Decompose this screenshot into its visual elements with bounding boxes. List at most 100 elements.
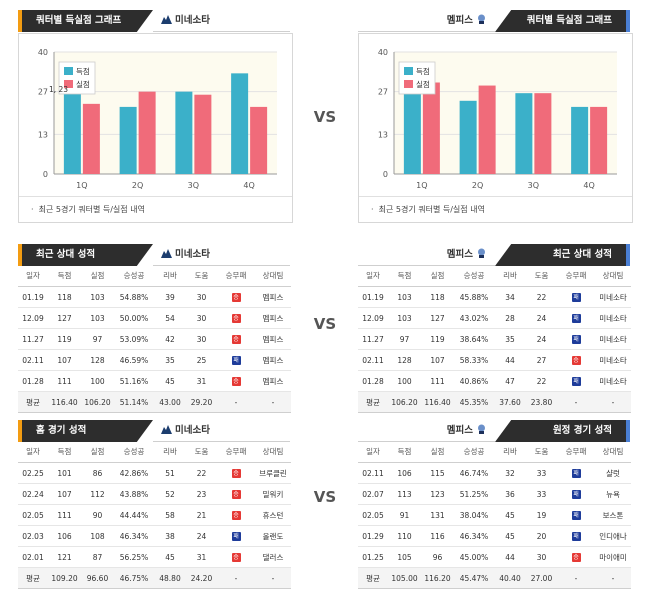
- legend-label: 실점: [76, 79, 90, 89]
- table-cell: 마이애미: [595, 546, 631, 568]
- vs-label: VS: [313, 315, 337, 333]
- table-cell: 평균: [358, 391, 388, 413]
- table-cell: 32: [494, 462, 526, 484]
- table-cell: 평균: [18, 391, 48, 413]
- table-cell: 미네소타: [595, 286, 631, 308]
- table-cell: 미네소타: [595, 349, 631, 371]
- legend-label: 득점: [76, 66, 90, 76]
- bar-scored-1Q: [403, 91, 421, 174]
- section-title: 쿼터별 득실점 그래프: [18, 10, 153, 32]
- right-recent-table: 일자 득점 실점 승성공 리바 도움 승무패 상대팀 01.19 103 118 45.88% 34 22…: [358, 265, 631, 413]
- left-quarter-chart-panel: 0 13 27 40 1Q 2Q 3Q 4Q 득점 실점 1, 23 · 최근 5경기 쿼터별 득/…: [18, 33, 293, 223]
- result-badge-lose: 패: [231, 355, 241, 365]
- column-header: 득점: [388, 441, 421, 463]
- table-cell: 38: [154, 525, 186, 547]
- table-cell: 131: [421, 504, 454, 526]
- table-cell: 02.11: [18, 349, 48, 371]
- table-cell: 46.34%: [114, 525, 154, 547]
- table-cell: 119: [421, 328, 454, 350]
- column-header: 상대팀: [255, 441, 291, 463]
- bar-scored-2Q: [119, 106, 137, 174]
- section-title: 최근 상대 성적: [495, 244, 630, 266]
- team-label-minnesota: 미네소타: [158, 10, 210, 32]
- table-cell: 106: [48, 525, 81, 547]
- result-badge-win: 승: [231, 552, 241, 562]
- table-cell: 01.25: [358, 546, 388, 568]
- table-cell: 106.20: [81, 391, 114, 413]
- table-cell: 116.40: [48, 391, 81, 413]
- bar-conceded-2Q: [138, 91, 156, 174]
- result-badge-lose: 패: [231, 531, 241, 541]
- table-row: 02.05 111 90 44.44% 58 21 승 휴스턴: [18, 504, 291, 526]
- table-cell: 107: [48, 349, 81, 371]
- x-tick-label: 2Q: [472, 181, 483, 190]
- table-cell: 127: [48, 307, 81, 329]
- table-cell: -: [557, 391, 595, 413]
- x-tick-label: 4Q: [583, 181, 594, 190]
- column-header: 승무패: [217, 265, 255, 287]
- result-cell: 승: [217, 546, 255, 568]
- team-label-memphis: 멤피스: [447, 10, 490, 32]
- table-cell: 97: [388, 328, 421, 350]
- table-cell: 30: [186, 307, 217, 329]
- y-tick-label: 0: [383, 170, 388, 179]
- table-cell: 멤피스: [255, 328, 291, 350]
- right-quarter-header: 멤피스 쿼터별 득실점 그래프: [358, 10, 630, 32]
- column-header: 도움: [186, 265, 217, 287]
- result-badge-lose: 패: [571, 468, 581, 478]
- table-cell: 24.20: [186, 567, 217, 589]
- y-tick-label: 13: [38, 130, 48, 139]
- table-cell: 45.00%: [454, 546, 494, 568]
- table-cell: 56.25%: [114, 546, 154, 568]
- bar-conceded-3Q: [194, 94, 212, 174]
- result-cell: 승: [217, 307, 255, 329]
- legend-swatch: [64, 67, 73, 75]
- table-cell: 01.19: [358, 286, 388, 308]
- table-cell: -: [557, 567, 595, 589]
- table-cell: 미네소타: [595, 307, 631, 329]
- bar-scored-4Q: [571, 106, 589, 174]
- table-cell: 103: [81, 286, 114, 308]
- bar-conceded-4Q: [250, 106, 268, 174]
- table-cell: 31: [186, 546, 217, 568]
- table-cell: 100: [81, 370, 114, 392]
- table-cell: 45: [494, 525, 526, 547]
- table-row: 11.27 119 97 53.09% 42 30 승 멤피스: [18, 328, 291, 350]
- bar-conceded-2Q: [478, 85, 496, 174]
- table-cell: 52: [154, 483, 186, 505]
- table-cell: 22: [526, 286, 557, 308]
- table-cell: 115: [421, 462, 454, 484]
- table-cell: 96: [421, 546, 454, 568]
- column-header: 리바: [494, 441, 526, 463]
- table-cell: 36: [494, 483, 526, 505]
- table-cell: 37.60: [494, 391, 526, 413]
- result-badge-lose: 패: [571, 531, 581, 541]
- table-row: 01.28 111 100 51.16% 45 31 승 멤피스: [18, 370, 291, 392]
- column-header: 도움: [186, 441, 217, 463]
- table-row: 02.03 106 108 46.34% 38 24 패 올랜도: [18, 525, 291, 547]
- table-row: 02.11 107 128 46.59% 35 25 패 멤피스: [18, 349, 291, 371]
- table-cell: 45: [494, 504, 526, 526]
- table-row: 02.05 91 131 38.04% 45 19 패 보스톤: [358, 504, 631, 526]
- section-title: 쿼터별 득실점 그래프: [495, 10, 630, 32]
- table-cell: 02.03: [18, 525, 48, 547]
- table-cell: 02.07: [358, 483, 388, 505]
- table-cell: 106.20: [388, 391, 421, 413]
- table-cell: 28: [494, 307, 526, 329]
- table-cell: 25: [186, 349, 217, 371]
- table-cell: 47: [494, 370, 526, 392]
- table-cell: 97: [81, 328, 114, 350]
- result-badge-win: 승: [231, 313, 241, 323]
- vs-label: VS: [313, 108, 337, 126]
- column-header: 득점: [388, 265, 421, 287]
- table-cell: 111: [48, 370, 81, 392]
- bar-conceded-4Q: [590, 106, 608, 174]
- team-logo-icon: [161, 15, 172, 24]
- table-cell: 101: [48, 462, 81, 484]
- table-cell: 멤피스: [255, 286, 291, 308]
- table-cell: 50.00%: [114, 307, 154, 329]
- table-cell: 112: [81, 483, 114, 505]
- table-cell: 19: [526, 504, 557, 526]
- result-badge-lose: 패: [571, 313, 581, 323]
